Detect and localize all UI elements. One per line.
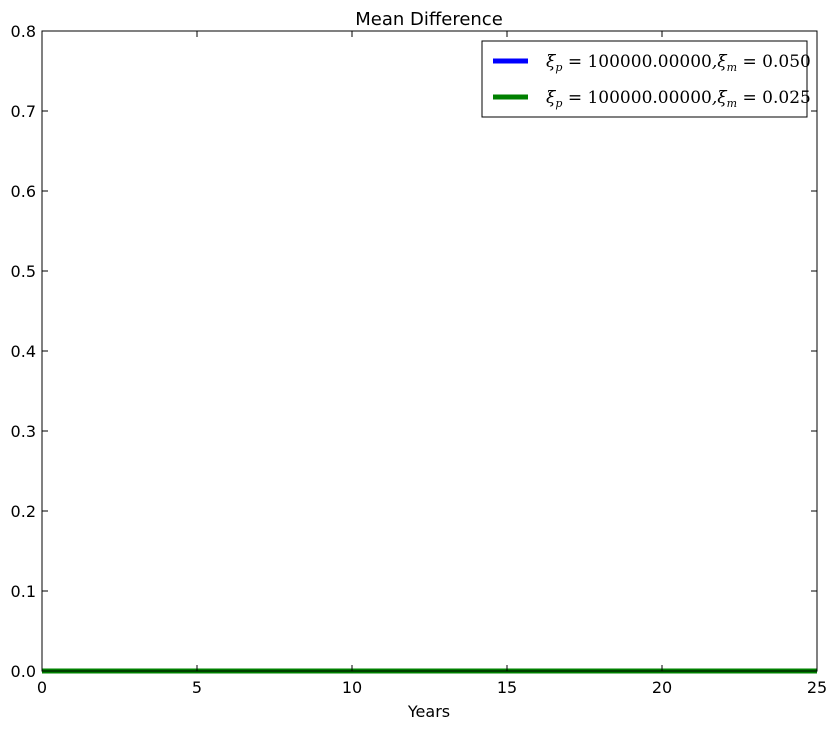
x-axis-ticks: 0 5 10 15 20 25: [37, 31, 827, 697]
y-tick-label: 0.3: [11, 422, 36, 441]
x-tick-label: 20: [652, 678, 672, 697]
plot-area-frame: [41, 30, 818, 672]
legend-label-1: ξp = 100000.00000,ξm = 0.050: [546, 52, 811, 74]
y-tick-label: 0.8: [11, 22, 36, 41]
y-tick-label: 0.5: [11, 262, 36, 281]
x-axis-label: Years: [407, 702, 450, 721]
y-tick-label: 0.0: [11, 662, 36, 681]
legend-label-2: ξp = 100000.00000,ξm = 0.025: [546, 88, 811, 110]
y-tick-label: 0.7: [11, 102, 36, 121]
y-tick-label: 0.1: [11, 582, 36, 601]
x-tick-label: 15: [497, 678, 517, 697]
y-tick-label: 0.4: [11, 342, 36, 361]
legend-entries: ξp = 100000.00000,ξm = 0.050 ξp = 100000.…: [493, 52, 811, 110]
legend: ξp = 100000.00000,ξm = 0.050 ξp = 100000.…: [481, 40, 811, 118]
legend-box: [481, 40, 808, 118]
x-tick-label: 25: [807, 678, 827, 697]
x-tick-label: 0: [37, 678, 47, 697]
y-axis-ticks: 0.0 0.1 0.2 0.3 0.4 0.5 0.6 0.7 0.8: [11, 22, 817, 681]
x-tick-label: 5: [192, 678, 202, 697]
y-tick-label: 0.6: [11, 182, 36, 201]
y-tick-label: 0.2: [11, 502, 36, 521]
x-tick-label: 10: [342, 678, 362, 697]
chart-title: Mean Difference: [355, 9, 503, 30]
